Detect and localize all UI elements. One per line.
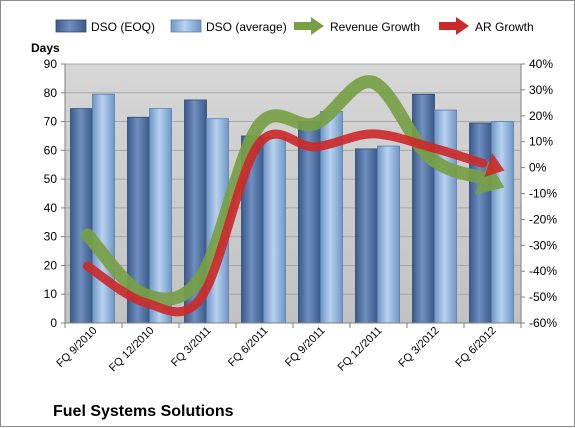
y-axis-left: 0 10 20 30 40 50 60 70 80 90 [44, 57, 66, 330]
x-tick-label: FQ 9/2010 [54, 325, 99, 370]
y2-tick-label: 40% [529, 57, 553, 71]
arrowhead-revenue-growth [474, 161, 505, 195]
y-tick-label: 0 [50, 316, 57, 330]
y-tick-label: 50 [44, 172, 58, 186]
y-tick-label: 90 [44, 57, 58, 71]
x-tick-label: FQ 3/2012 [396, 325, 441, 370]
x-tick-label: FQ 12/2010 [107, 325, 157, 375]
arrowhead-ar-growth [484, 153, 505, 178]
y-tick-label: 60 [44, 143, 58, 157]
arrow-revenue-growth [81, 75, 489, 306]
legend: DSO (EOQ) DSO (average) Revenue Growth A… [55, 17, 534, 35]
bar-dso-average [377, 145, 400, 324]
legend-item-dso-eoq: DSO (EOQ) [55, 19, 155, 34]
x-axis: FQ 9/2010 FQ 12/2010 FQ 3/2011 FQ 6/2011 FQ … [54, 322, 522, 375]
y-tick-label: 70 [44, 115, 58, 129]
legend-swatch-dso-eoq [55, 19, 87, 33]
x-tick-label: FQ 6/2011 [226, 325, 271, 370]
bar-dso-eoq [355, 148, 378, 324]
y-axis-title: Days [31, 41, 60, 55]
legend-label-dso-average: DSO (average) [206, 20, 287, 34]
y2-tick-label: -40% [529, 264, 557, 278]
growth-arrows [81, 75, 505, 317]
y-tick-label: 40 [44, 201, 58, 215]
legend-item-dso-average: DSO (average) [170, 19, 287, 34]
legend-label-dso-eoq: DSO (EOQ) [91, 20, 155, 34]
bar-dso-eoq [298, 121, 321, 324]
y2-tick-label: 20% [529, 109, 553, 123]
x-tick-label: FQ 12/2011 [336, 325, 385, 374]
legend-swatch-dso-average [170, 19, 202, 33]
y-tick-label: 10 [44, 287, 58, 301]
y2-tick-label: 0% [529, 161, 547, 175]
legend-label-revenue-growth: Revenue Growth [330, 20, 420, 34]
bar-dso-eoq [70, 108, 93, 324]
y-tick-label: 80 [44, 86, 58, 100]
y-tick-label: 30 [44, 230, 58, 244]
x-tick-label: FQ 9/2011 [283, 325, 328, 370]
y2-tick-label: -20% [529, 212, 557, 226]
arrow-ar-growth [83, 129, 487, 317]
bar-dso-average [491, 121, 514, 324]
legend-arrow-ar-growth [439, 17, 469, 35]
bar-dso-eoq [469, 122, 492, 324]
legend-item-revenue-growth: Revenue Growth [294, 17, 420, 35]
y2-tick-label: -60% [529, 316, 557, 330]
y-axis-right: -60% -50% -40% -30% -20% -10% 0% 10% 20% 30% 40% [520, 57, 557, 330]
y2-tick-label: -10% [529, 187, 557, 201]
y2-tick-label: -30% [529, 238, 557, 252]
y-tick-label: 20 [44, 258, 58, 272]
legend-item-ar-growth: AR Growth [439, 17, 534, 35]
x-tick-label: FQ 6/2012 [453, 325, 498, 370]
bar-dso-average [263, 136, 286, 324]
x-tick-label: FQ 3/2011 [169, 325, 214, 370]
y2-tick-label: 30% [529, 83, 553, 97]
legend-arrow-revenue-growth [294, 17, 324, 35]
legend-label-ar-growth: AR Growth [475, 20, 534, 34]
y2-tick-label: 10% [529, 135, 553, 149]
y2-tick-label: -50% [529, 290, 557, 304]
bar-dso-average [434, 109, 457, 324]
chart-title: Fuel Systems Solutions [53, 403, 234, 420]
